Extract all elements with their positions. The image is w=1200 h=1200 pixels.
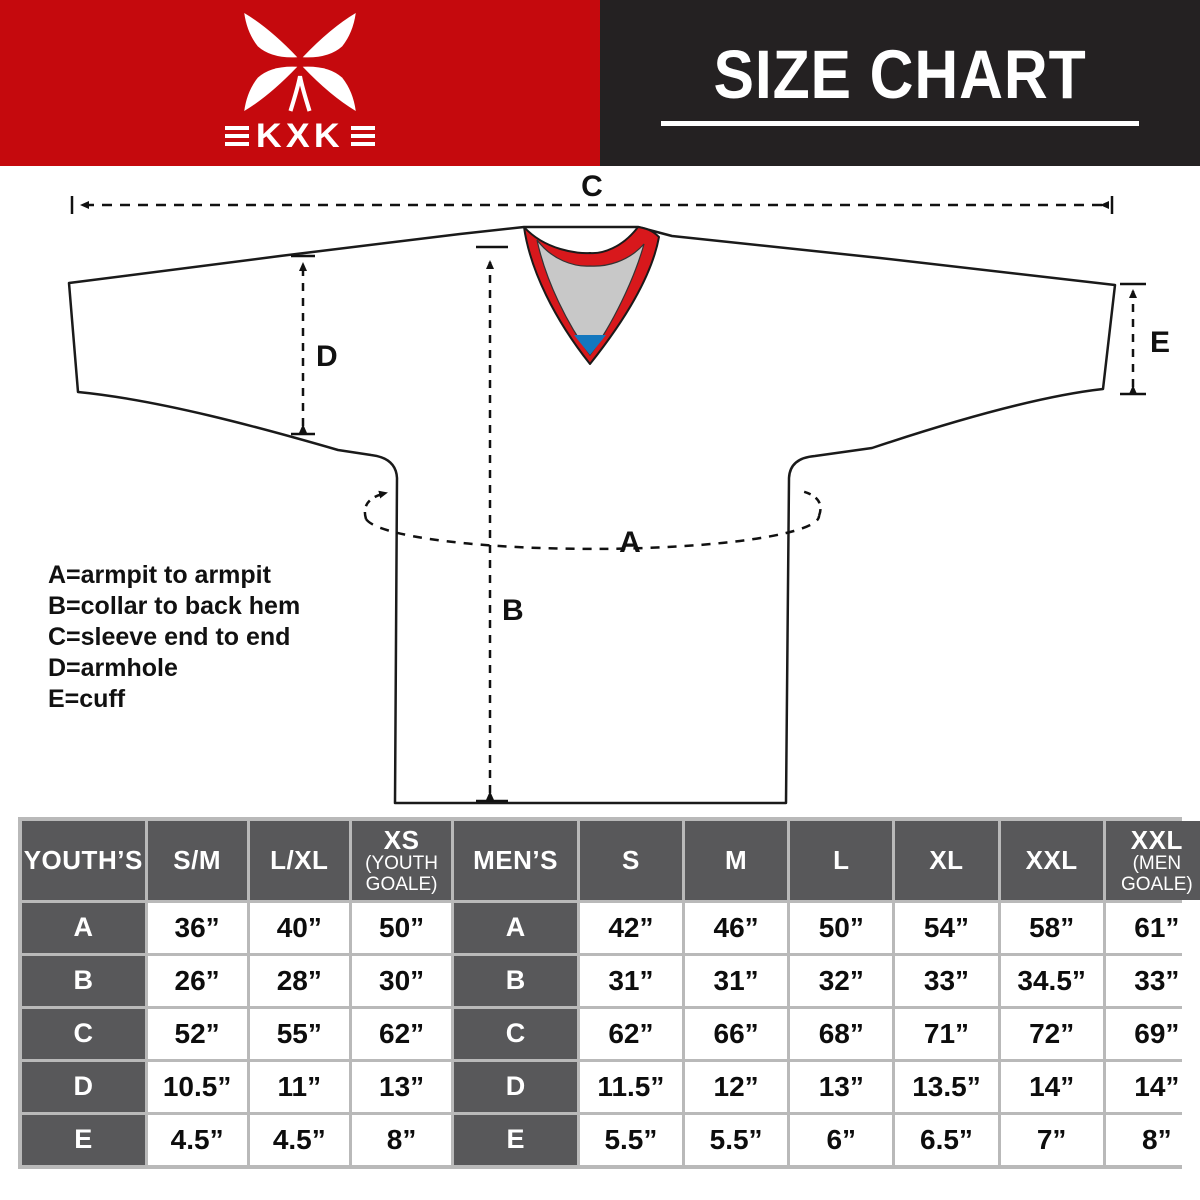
row-label-cell: A	[454, 903, 577, 953]
legend-line-e: E=cuff	[48, 685, 126, 713]
measure-label-e: E	[1150, 326, 1170, 359]
header-cell: S/M	[147, 821, 247, 900]
value-cell: 42”	[579, 903, 682, 953]
collar	[523, 226, 660, 365]
measure-label-a: A	[619, 526, 641, 559]
value-cell: 13”	[351, 1062, 452, 1112]
value-cell: 52”	[147, 1009, 247, 1059]
measurement-legend: A=armpit to armpit B=collar to back hem …	[48, 560, 300, 715]
header-cell: XS (YOUTH GOALE)	[351, 821, 452, 900]
value-cell: 50”	[351, 903, 452, 953]
jersey-outline	[67, 225, 1117, 805]
value-cell: 36”	[147, 903, 247, 953]
row-label-cell: D	[22, 1062, 145, 1112]
value-cell: 58”	[1000, 903, 1103, 953]
collar-blue-insert	[574, 335, 606, 355]
logo-text: KXK	[255, 116, 344, 155]
measure-label-c: C	[581, 170, 603, 203]
value-cell: 12”	[685, 1062, 788, 1112]
row-label-cell: D	[454, 1062, 577, 1112]
header-cell: XXL (MEN GOALE)	[1105, 821, 1200, 900]
logo-bars-left-icon	[225, 126, 250, 146]
row-label-cell: E	[454, 1115, 577, 1165]
title-underline	[661, 121, 1139, 126]
legend-line-a: A=armpit to armpit	[48, 561, 271, 589]
measure-arrow-b	[476, 245, 508, 803]
header-cell: YOUTH’S	[22, 821, 145, 900]
value-cell: 55”	[249, 1009, 349, 1059]
value-cell: 6.5”	[895, 1115, 998, 1165]
legend-line-c: C=sleeve end to end	[48, 623, 291, 651]
value-cell: 5.5”	[685, 1115, 788, 1165]
size-table: YOUTH’S S/M L/XL XS (YOUTH GOALE) MEN’S S M L XL X…	[18, 817, 1200, 1169]
value-cell: 13.5”	[895, 1062, 998, 1112]
value-cell: 32”	[790, 956, 893, 1006]
value-cell: 6”	[790, 1115, 893, 1165]
legend-line-d: D=armhole	[48, 654, 178, 682]
value-cell: 4.5”	[147, 1115, 247, 1165]
value-cell: 71”	[895, 1009, 998, 1059]
value-cell: 40”	[249, 903, 349, 953]
value-cell: 61”	[1105, 903, 1200, 953]
value-cell: 46”	[685, 903, 788, 953]
value-cell: 11”	[249, 1062, 349, 1112]
logo-wordmark: KXK	[225, 117, 375, 156]
value-cell: 8”	[1105, 1115, 1200, 1165]
row-label-cell: C	[22, 1009, 145, 1059]
value-cell: 14”	[1105, 1062, 1200, 1112]
value-cell: 14”	[1000, 1062, 1103, 1112]
value-cell: 28”	[249, 956, 349, 1006]
legend-line-b: B=collar to back hem	[48, 592, 301, 620]
value-cell: 54”	[895, 903, 998, 953]
value-cell: 8”	[351, 1115, 452, 1165]
value-cell: 26”	[147, 956, 247, 1006]
value-cell: 33”	[1105, 956, 1200, 1006]
value-cell: 68”	[790, 1009, 893, 1059]
header-cell: L/XL	[249, 821, 349, 900]
row-label-cell: C	[454, 1009, 577, 1059]
value-cell: 31”	[579, 956, 682, 1006]
title-banner: SIZE CHART	[600, 0, 1200, 166]
value-cell: 69”	[1105, 1009, 1200, 1059]
value-cell: 34.5”	[1000, 956, 1103, 1006]
measure-label-d: D	[316, 340, 338, 373]
value-cell: 31”	[685, 956, 788, 1006]
value-cell: 50”	[790, 903, 893, 953]
value-cell: 7”	[1000, 1115, 1103, 1165]
value-cell: 13”	[790, 1062, 893, 1112]
brand-banner: KXK	[0, 0, 600, 166]
value-cell: 62”	[579, 1009, 682, 1059]
measure-arrow-e	[1120, 282, 1146, 396]
measure-arrow-d	[291, 254, 315, 436]
measure-arrow-c	[70, 196, 1114, 214]
kxk-logo-icon	[244, 12, 356, 112]
header-cell: XXL	[1000, 821, 1103, 900]
row-label-cell: A	[22, 903, 145, 953]
row-label-cell: B	[454, 956, 577, 1006]
row-label-cell: E	[22, 1115, 145, 1165]
value-cell: 11.5”	[579, 1062, 682, 1112]
logo-bars-right-icon	[350, 126, 375, 146]
header-cell: L	[790, 821, 893, 900]
header-cell: S	[579, 821, 682, 900]
page-title: SIZE CHART	[713, 36, 1087, 113]
measure-arrow-a	[363, 489, 822, 551]
value-cell: 4.5”	[249, 1115, 349, 1165]
value-cell: 5.5”	[579, 1115, 682, 1165]
value-cell: 10.5”	[147, 1062, 247, 1112]
jersey-diagram: C D B E A	[67, 170, 1170, 805]
value-cell: 30”	[351, 956, 452, 1006]
value-cell: 62”	[351, 1009, 452, 1059]
measure-label-b: B	[502, 594, 524, 627]
header-cell: XL	[895, 821, 998, 900]
row-label-cell: B	[22, 956, 145, 1006]
value-cell: 72”	[1000, 1009, 1103, 1059]
header-cell: MEN’S	[454, 821, 577, 900]
value-cell: 66”	[685, 1009, 788, 1059]
header-cell: M	[685, 821, 788, 900]
value-cell: 33”	[895, 956, 998, 1006]
